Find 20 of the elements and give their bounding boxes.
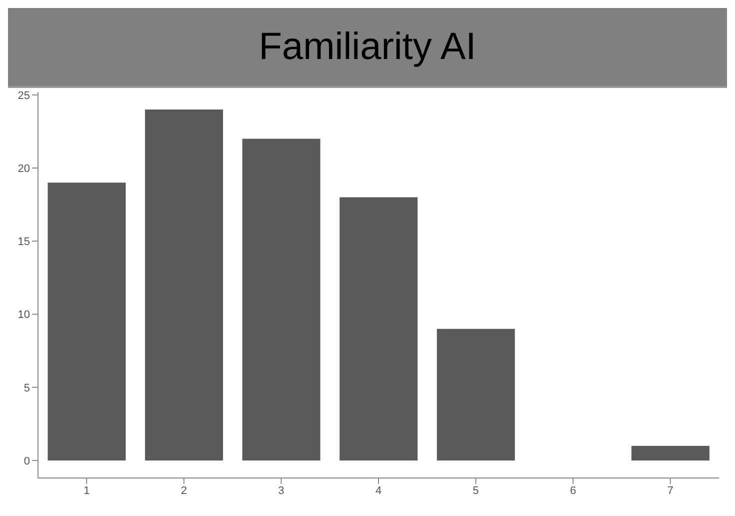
bar <box>631 446 710 460</box>
y-tick-label: 0 <box>24 455 30 468</box>
x-tick-label: 2 <box>180 484 187 497</box>
bar <box>436 328 515 460</box>
y-tick-label: 10 <box>18 309 30 322</box>
bar <box>48 182 126 460</box>
y-tick-label: 15 <box>18 236 30 248</box>
y-tick-label: 25 <box>18 90 30 102</box>
y-tick-label: 20 <box>18 162 30 175</box>
y-tick-label: 5 <box>24 382 30 394</box>
x-tick-label: 1 <box>84 484 90 497</box>
x-tick-label: 6 <box>570 484 576 497</box>
x-tick-label: 7 <box>667 484 674 497</box>
bar <box>145 110 224 460</box>
x-tick-label: 3 <box>278 484 284 497</box>
x-tick-label: 5 <box>472 484 479 497</box>
bar <box>242 138 320 460</box>
x-tick-label: 4 <box>375 484 382 497</box>
chart-title: Familiarity AI <box>8 8 727 88</box>
bar <box>340 197 418 460</box>
